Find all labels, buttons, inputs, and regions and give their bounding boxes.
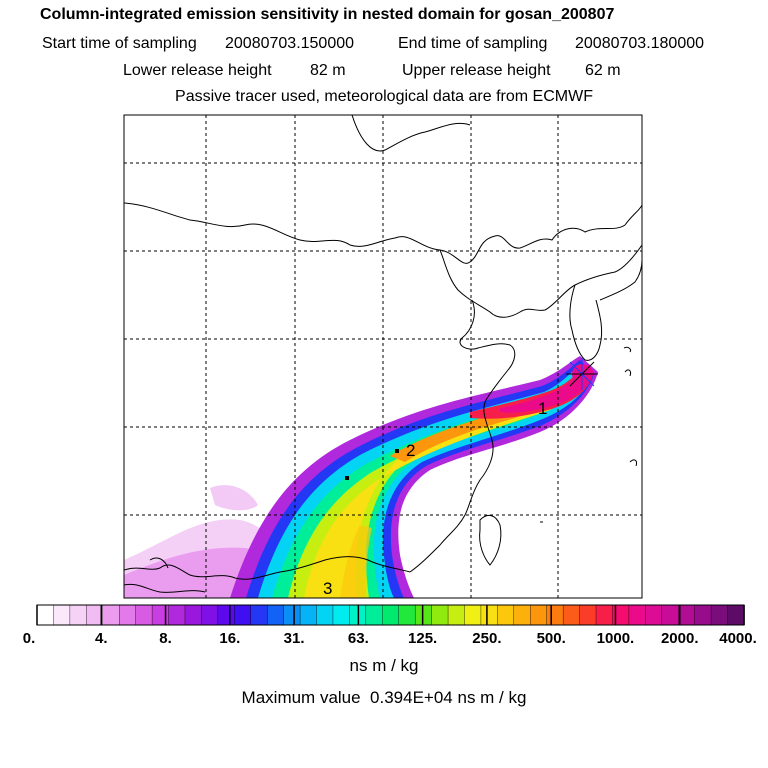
border-korea-north (439, 244, 642, 318)
colorbar-cell (184, 604, 203, 626)
border-north (351, 115, 471, 152)
islet-b (624, 369, 631, 377)
colorbar-units: ns m / kg (349, 656, 419, 675)
label-marker-3: 3 (323, 579, 332, 598)
plume-layer (124, 356, 598, 598)
colorbar-cell (694, 604, 712, 626)
colorbar-cell (135, 604, 153, 626)
colorbar-cell (119, 604, 137, 626)
max-value: 0.394E+04 ns m / kg (370, 688, 527, 707)
colorbar-cell (546, 604, 564, 626)
colorbar-cell (53, 604, 71, 626)
colorbar-tick-label: 250. (472, 630, 502, 647)
colorbar-cell (447, 604, 466, 626)
colorbar-cell (316, 604, 334, 626)
colorbar-cell (36, 604, 55, 626)
haze-patch (210, 485, 258, 511)
colorbar-major-ticks (36, 605, 745, 625)
colorbar-tick-label: 125. (408, 630, 438, 647)
colorbar-tick-label: 4000. (719, 630, 757, 647)
coast-japan (599, 259, 642, 301)
colorbar-cell (595, 604, 614, 626)
colorbar-cell (332, 604, 351, 626)
colorbar-tick-label: 8. (159, 630, 172, 647)
coast-china-east (409, 299, 516, 573)
islet-a (629, 459, 637, 467)
colorbar-cell (102, 604, 120, 626)
max-value-line: Maximum value 0.394E+04 ns m / kg (0, 688, 768, 708)
label-marker-1: 1 (538, 399, 547, 418)
upper-release-value: 62 m (585, 62, 621, 79)
colorbar-cell (628, 604, 647, 626)
colorbar-tick-label: 1000. (596, 630, 635, 647)
colorbar-tick-label: 0. (22, 630, 36, 647)
lower-release-label: Lower release height (123, 62, 272, 79)
colorbar-cell (168, 604, 186, 626)
colorbar-cell (382, 604, 400, 626)
start-value: 20080703.150000 (225, 35, 355, 52)
colorbar-cell (283, 604, 301, 626)
colorbar-cell (727, 604, 745, 626)
coast-korea (569, 284, 603, 361)
colorbar-cell (250, 604, 268, 626)
colorbar-cell (480, 604, 499, 626)
plume-tail (340, 525, 372, 598)
colorbar-cell (266, 604, 285, 626)
graticule (124, 115, 642, 598)
colorbar-tick-label: 31. (283, 630, 305, 647)
end-label: End time of sampling (398, 35, 548, 52)
colorbar-cell (678, 604, 696, 626)
lower-release-value: 82 m (310, 62, 346, 79)
colorbar-cell (497, 604, 515, 626)
islet-d (623, 346, 631, 353)
colorbar-cell (151, 604, 170, 626)
release-star-icon (566, 358, 598, 390)
dot-marker-b (395, 449, 399, 453)
colorbar-cell (365, 604, 383, 626)
dot-marker-a (345, 476, 349, 480)
colorbar-tick-label: 16. (219, 630, 241, 647)
colorbar-cell (217, 604, 236, 626)
map-frame (123, 114, 643, 599)
colorbar-cell (299, 604, 318, 626)
colorbar-cell (562, 604, 581, 626)
coast-south-china (124, 556, 411, 580)
colorbar-cell (530, 604, 548, 626)
colorbar-cell (398, 604, 416, 626)
upper-release-label: Upper release height (402, 62, 551, 79)
coastlines (124, 115, 642, 593)
colorbar-cell (234, 604, 252, 626)
colorbar-tick-label: 500. (536, 630, 566, 647)
plume-core-red (470, 368, 592, 419)
colorbar-tick-label: 4. (95, 630, 108, 647)
border-mongolia (124, 202, 642, 264)
colorbar-cell (513, 604, 531, 626)
colorbar-cell (661, 604, 679, 626)
plot-title: Column-integrated emission sensitivity i… (40, 6, 615, 23)
end-value: 20080703.180000 (575, 35, 705, 52)
colorbar-cell (710, 604, 729, 626)
colorbar-cell (69, 604, 88, 626)
colorbar-cell (201, 604, 219, 626)
colorbar-cell (431, 604, 449, 626)
colorbar-cell (645, 604, 663, 626)
tracer-note: Passive tracer used, meteorological data… (175, 88, 593, 105)
colorbar-tick-label: 2000. (660, 630, 699, 647)
colorbar-cells (36, 604, 745, 626)
colorbar-cell (414, 604, 433, 626)
colorbar-cell (464, 604, 482, 626)
colorbar-tick-label: 63. (347, 630, 369, 647)
start-label: Start time of sampling (42, 35, 197, 52)
colorbar-cell (579, 604, 597, 626)
max-value-label: Maximum value (241, 688, 361, 707)
border-laos (149, 557, 169, 569)
taiwan-island (479, 514, 502, 566)
label-marker-2: 2 (406, 441, 415, 460)
coast-vietnam (124, 583, 206, 593)
